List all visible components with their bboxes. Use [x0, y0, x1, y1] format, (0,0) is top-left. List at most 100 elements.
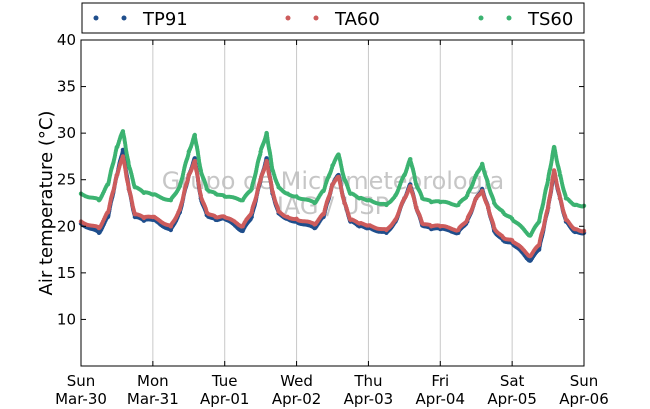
data-point-fill	[355, 195, 360, 200]
data-point-fill	[293, 217, 298, 222]
x-tick-label-day: Tue	[211, 372, 238, 390]
data-point-fill	[454, 231, 459, 236]
data-point-fill	[508, 237, 513, 242]
data-point-fill	[500, 208, 504, 213]
data-point-fill	[149, 192, 154, 197]
data-point-fill	[454, 203, 459, 208]
data-point-fill	[126, 161, 131, 166]
data-point-fill	[436, 223, 441, 228]
x-tick-label-day: Sun	[570, 372, 599, 390]
y-axis-title: Air temperature (°C)	[36, 111, 57, 296]
data-point-fill	[557, 170, 562, 175]
data-point-fill	[276, 207, 281, 212]
plot-frame	[80, 39, 585, 367]
data-point-fill	[571, 202, 576, 207]
legend-marker	[478, 15, 484, 21]
legend-label: TA60	[334, 9, 380, 30]
legend-marker	[313, 15, 319, 21]
legend-item-tp91: TP91	[93, 9, 188, 30]
legend-marker	[285, 15, 291, 21]
legend: TP91 TA60 TS60	[81, 2, 585, 34]
data-point-fill	[557, 193, 562, 198]
y-tick-label: 35	[57, 78, 76, 96]
data-point-fill	[186, 175, 191, 180]
x-tick-label-day: Sat	[500, 372, 525, 390]
data-point-fill	[221, 193, 226, 198]
data-point-fill	[212, 190, 217, 195]
data-point-fill	[464, 195, 469, 200]
x-tick-label-date: Apr-06	[559, 390, 609, 408]
y-axis: 10 15 20 25 30 35 40	[57, 31, 584, 328]
series-layer	[78, 129, 587, 263]
y-tick-label: 15	[57, 264, 76, 282]
series-ts60	[78, 129, 587, 238]
legend-marker	[121, 15, 127, 21]
data-point-fill	[149, 214, 154, 219]
x-tick-label-day: Sun	[67, 372, 96, 390]
data-point-fill	[485, 179, 490, 184]
data-point-fill	[258, 179, 263, 183]
data-point-fill	[545, 180, 550, 185]
data-point-fill	[427, 198, 432, 203]
legend-label: TS60	[527, 9, 573, 30]
data-point-fill	[204, 208, 209, 212]
legend-marker	[93, 15, 99, 21]
data-point-fill	[500, 233, 504, 238]
data-point-fill	[176, 186, 181, 191]
data-point-fill	[545, 207, 550, 212]
x-tick-label-date: Apr-05	[487, 390, 537, 408]
y-tick-label: 40	[57, 31, 76, 49]
x-tick-label-date: Mar-31	[127, 390, 179, 408]
plot-area	[81, 40, 584, 366]
x-tick-label-date: Apr-01	[200, 390, 250, 408]
data-point-fill	[248, 212, 253, 217]
legend-label: TP91	[142, 9, 188, 30]
data-point-fill	[364, 198, 369, 203]
y-tick-label: 25	[57, 171, 76, 189]
data-point-fill	[212, 213, 217, 218]
data-point-fill	[293, 194, 298, 199]
data-point-fill	[413, 204, 418, 209]
legend-item-ta60: TA60	[285, 9, 380, 30]
data-point-fill	[140, 214, 145, 219]
x-tick-label-date: Mar-30	[55, 390, 107, 408]
data-point-fill	[248, 188, 253, 193]
data-point-fill	[454, 228, 459, 233]
x-tick-label-day: Mon	[137, 372, 169, 390]
y-tick-label: 10	[57, 310, 76, 328]
data-point-fill	[436, 199, 441, 204]
data-point-fill	[491, 198, 496, 203]
data-point-fill	[536, 220, 541, 225]
legend-marker	[506, 15, 512, 21]
data-point-fill	[464, 219, 469, 224]
data-point-fill	[427, 222, 432, 227]
data-point-fill	[276, 183, 281, 188]
data-point-fill	[258, 152, 263, 157]
x-axis: SunMar-30MonMar-31TueApr-01WedApr-02ThuA…	[55, 40, 609, 408]
data-point-fill	[355, 220, 360, 225]
x-tick-label-day: Thu	[353, 372, 382, 390]
y-tick-label: 20	[57, 217, 76, 235]
data-point-fill	[177, 208, 182, 213]
y-tick-label: 30	[57, 124, 76, 142]
data-point-fill	[186, 152, 191, 157]
data-point-fill	[491, 223, 496, 228]
x-tick-label-day: Fri	[431, 372, 449, 390]
series-ta60	[78, 154, 587, 259]
data-point-fill	[204, 184, 209, 189]
data-point-fill	[508, 215, 513, 220]
data-point-fill	[485, 203, 490, 208]
data-point-fill	[198, 192, 203, 197]
data-point-fill	[330, 165, 334, 170]
x-tick-label-date: Apr-02	[272, 390, 322, 408]
x-tick-label-day: Wed	[280, 372, 313, 390]
data-point-fill	[126, 184, 131, 189]
data-point-fill	[364, 223, 369, 228]
data-point-fill	[198, 166, 203, 171]
data-point-fill	[419, 194, 424, 199]
watermark: Grupo de Micrometeorologia IAG / USP	[162, 167, 504, 220]
x-tick-label-date: Apr-03	[344, 390, 394, 408]
legend-item-ts60: TS60	[478, 9, 573, 30]
x-tick-label-date: Apr-04	[416, 390, 466, 408]
